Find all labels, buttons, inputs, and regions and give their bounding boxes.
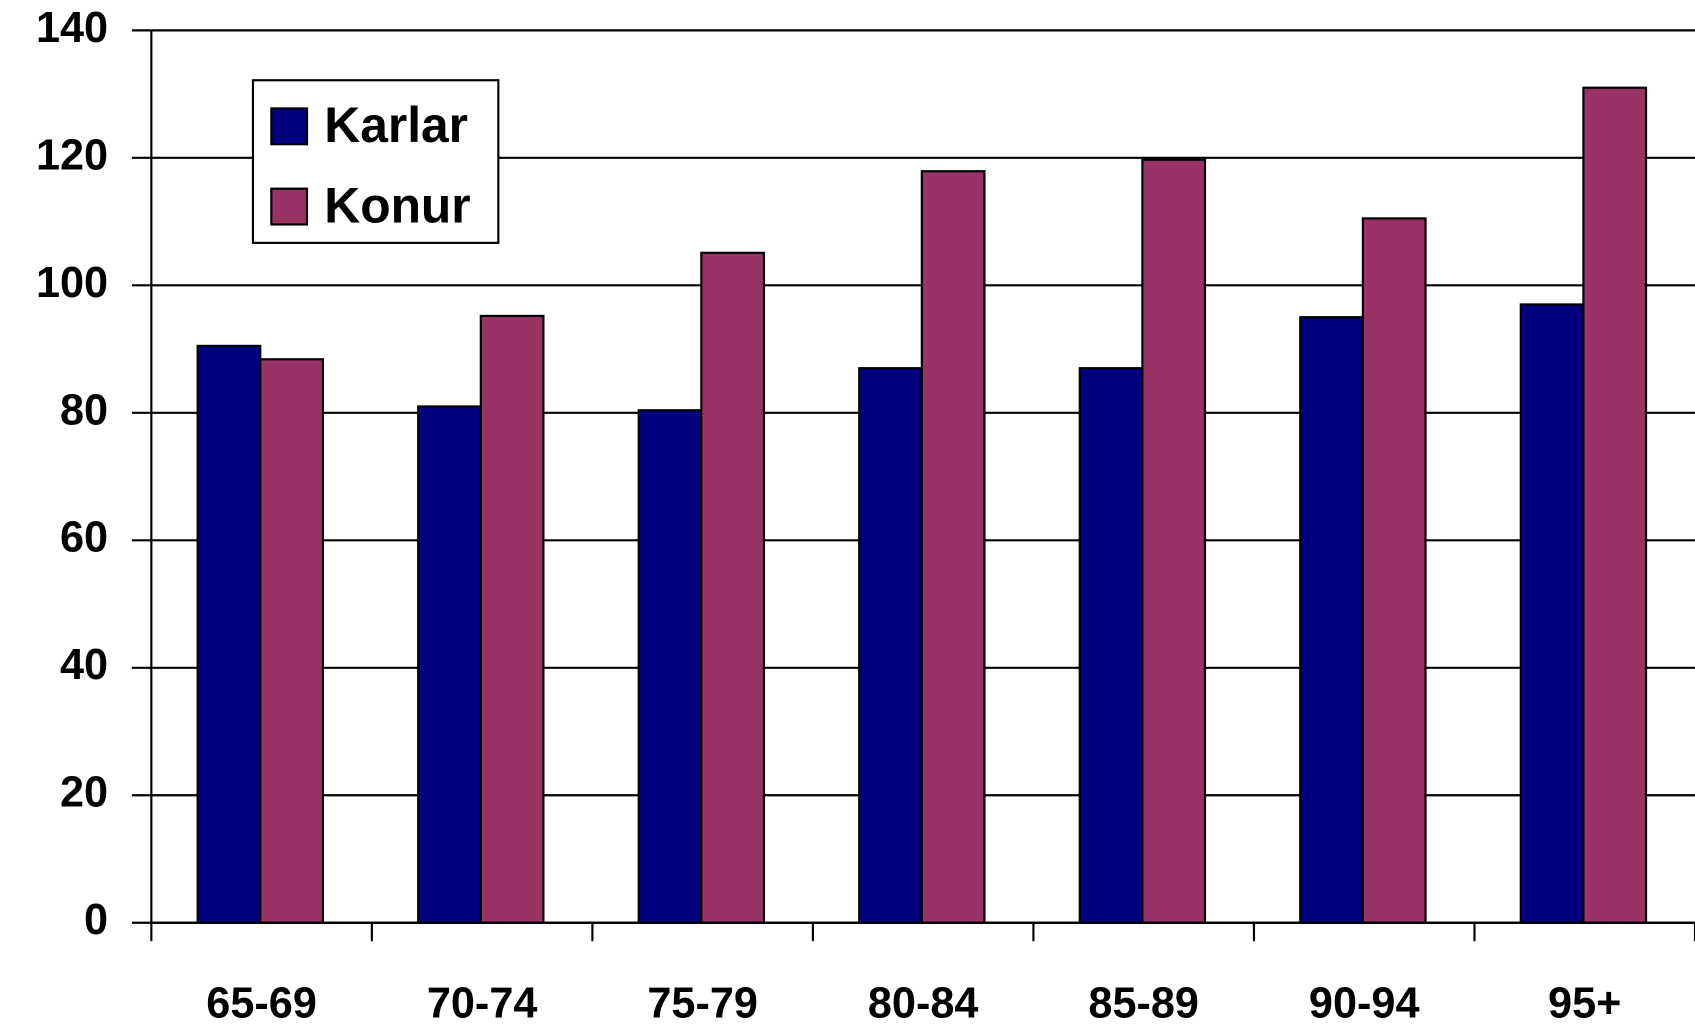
y-tick-label: 40 [60, 641, 108, 689]
bar [479, 314, 545, 924]
bar [1078, 367, 1144, 924]
bar [1299, 316, 1364, 924]
legend-label: Karlar [324, 97, 468, 153]
bar [1141, 158, 1207, 924]
bar [1582, 86, 1648, 924]
y-tick-label: 60 [60, 514, 108, 562]
bar [858, 367, 923, 924]
x-tick-label: 85-89 [1088, 980, 1199, 1028]
y-tick-label: 0 [84, 896, 108, 944]
x-tick-label: 95+ [1548, 980, 1621, 1028]
bar [417, 405, 482, 924]
y-tick-label: 120 [36, 131, 108, 179]
y-tick-label: 80 [60, 386, 108, 434]
bar [637, 409, 703, 924]
x-tick-label: 65-69 [206, 980, 317, 1028]
bar [700, 251, 766, 924]
bar [920, 170, 986, 924]
y-tick-label: 20 [60, 769, 108, 817]
legend-label: Konur [324, 177, 470, 233]
legend-swatch [270, 107, 309, 146]
y-tick-label: 140 [36, 4, 108, 52]
x-tick-label: 90-94 [1309, 980, 1420, 1028]
x-tick-label: 70-74 [427, 980, 538, 1028]
y-tick-label: 100 [36, 259, 108, 307]
bar [196, 344, 262, 924]
x-tick-label: 80-84 [868, 980, 979, 1028]
bar [1361, 217, 1427, 924]
legend-swatch [270, 187, 309, 226]
bar [1519, 303, 1585, 924]
bar [259, 358, 324, 924]
x-tick-label: 75-79 [647, 980, 758, 1028]
